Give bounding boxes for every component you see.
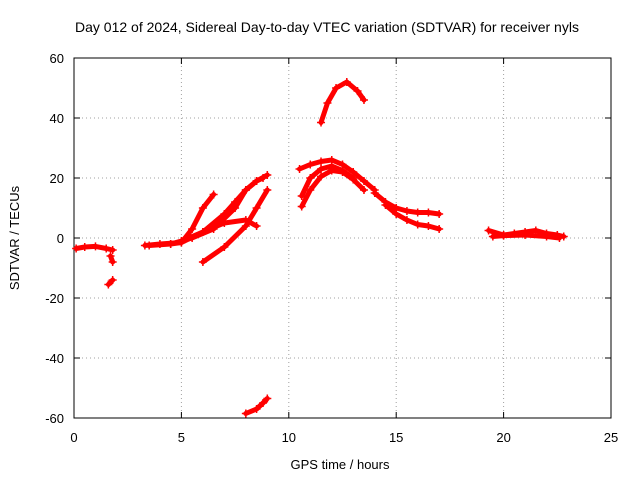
data-point	[332, 84, 341, 92]
data-point	[349, 175, 358, 184]
data-point	[198, 204, 207, 212]
data-point	[402, 216, 411, 224]
data-point	[499, 231, 508, 240]
data-point	[381, 201, 390, 209]
x-tick-label: 25	[604, 430, 618, 445]
data-point	[104, 280, 113, 289]
data-point	[198, 258, 207, 266]
data-point	[359, 177, 368, 185]
data-point	[295, 165, 304, 173]
data-point	[370, 189, 379, 197]
data-point	[241, 409, 250, 418]
x-tick-label: 5	[178, 430, 185, 445]
data-point	[177, 237, 186, 245]
data-point	[108, 258, 117, 266]
data-point	[353, 87, 362, 95]
x-axis-label: GPS time / hours	[291, 457, 390, 472]
data-point	[108, 276, 117, 284]
data-point	[106, 252, 115, 260]
data-point	[338, 168, 347, 176]
data-point	[259, 174, 268, 182]
data-point	[392, 210, 401, 218]
data-point	[306, 174, 315, 182]
data-point	[241, 186, 250, 194]
data-point	[342, 78, 351, 86]
y-tick-label: -20	[45, 291, 64, 306]
data-point	[252, 405, 261, 413]
data-point	[259, 399, 268, 407]
data-point	[317, 157, 326, 166]
data-point	[263, 394, 272, 403]
data-point	[102, 244, 111, 253]
data-point	[209, 190, 218, 199]
data-point	[91, 242, 100, 251]
data-point	[108, 246, 117, 254]
axis-ticks: 0 5 10 15 20 25 -60 -40 -20 0 20 40 60	[45, 51, 618, 445]
data-point	[402, 207, 411, 215]
data-point	[488, 232, 497, 241]
x-tick-label: 20	[496, 430, 510, 445]
data-point	[317, 165, 326, 173]
data-point	[306, 186, 315, 194]
data-point	[413, 208, 422, 217]
y-tick-label: -40	[45, 351, 64, 366]
data-point	[80, 243, 89, 251]
data-point	[542, 232, 551, 241]
data-point	[323, 99, 332, 107]
grid	[74, 58, 611, 418]
data-point	[252, 204, 261, 212]
data-point	[521, 231, 530, 239]
data-point	[188, 225, 197, 233]
data-point	[359, 186, 368, 194]
series-track-13	[318, 79, 367, 125]
y-tick-label: 40	[50, 111, 64, 126]
data-point	[72, 244, 81, 253]
data-point	[220, 243, 229, 251]
data-point	[231, 204, 240, 212]
y-tick-label: 20	[50, 171, 64, 186]
x-tick-label: 0	[70, 430, 77, 445]
data-point	[327, 166, 336, 175]
data-point	[263, 171, 272, 179]
y-tick-label: 60	[50, 51, 64, 66]
data-point	[435, 210, 444, 218]
y-tick-label: -60	[45, 411, 64, 426]
data-point	[145, 241, 154, 250]
series-track-6	[168, 175, 266, 247]
data-point	[424, 222, 433, 230]
x-tick-label: 10	[282, 430, 296, 445]
data-point	[555, 234, 564, 242]
y-axis-label: SDTVAR / TECUs	[7, 185, 22, 290]
x-tick-label: 15	[389, 430, 403, 445]
data-point	[263, 186, 272, 194]
y-tick-label: 0	[57, 231, 64, 246]
data-point	[241, 222, 250, 230]
data-point	[252, 222, 261, 230]
chart-title: Day 012 of 2024, Sidereal Day-to-day VTE…	[75, 19, 579, 35]
data-point	[297, 202, 306, 211]
data-point	[317, 172, 326, 181]
data-point	[435, 225, 444, 233]
data-point	[484, 226, 493, 235]
data-point	[424, 208, 433, 217]
data-point	[252, 177, 261, 185]
data-point	[413, 220, 422, 229]
data-point	[198, 228, 207, 236]
data-point	[317, 118, 326, 127]
series-track-9	[243, 396, 270, 416]
data-point	[359, 96, 368, 104]
data-point	[306, 160, 315, 169]
data-point	[531, 226, 540, 235]
data-series	[72, 78, 568, 418]
data-point	[166, 240, 175, 248]
data-point	[220, 219, 229, 227]
